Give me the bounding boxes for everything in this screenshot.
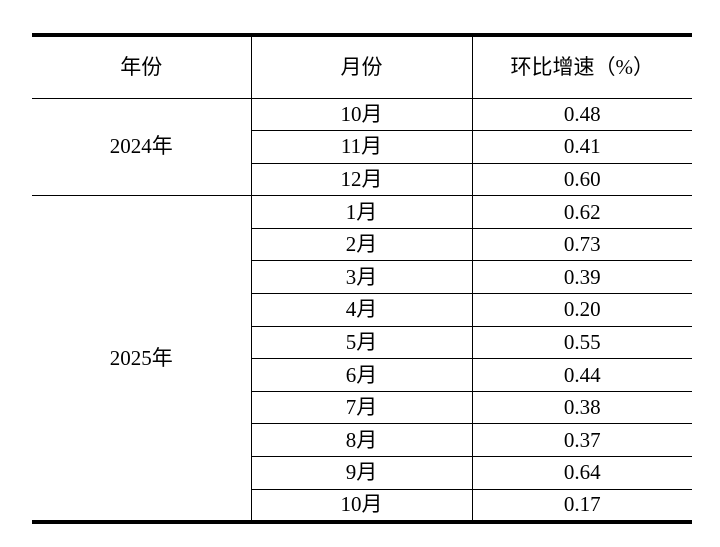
value-cell: 0.64 [471,456,692,490]
value-cell: 0.41 [471,130,692,164]
table-header-row: 年份 月份 环比增速（%） [32,35,692,99]
month-cell: 2月 [250,228,472,262]
month-cell: 8月 [250,423,472,458]
month-cell: 12月 [250,163,472,197]
month-cell: 10月 [250,489,472,522]
value-cell: 0.37 [471,423,692,458]
table-row: 8月 0.37 [32,423,692,458]
value-cell: 0.62 [471,195,692,229]
value-cell: 0.17 [471,489,692,522]
table-row: 10月 0.17 [32,489,692,522]
table-row: 4月 0.20 [32,293,692,327]
table-row: 7月 0.38 [32,391,692,425]
month-cell: 6月 [250,358,472,392]
year-cell-2024: 2024年 [32,98,251,197]
table-row: 2月 0.73 [32,228,692,262]
value-cell: 0.38 [471,391,692,425]
month-cell: 7月 [250,391,472,425]
table-row: 2024年 10月 0.48 [32,98,692,197]
month-cell: 4月 [250,293,472,327]
table-row: 5月 0.55 [32,326,692,360]
year-cell-2025: 2025年 [32,195,251,522]
month-cell: 3月 [250,260,472,295]
column-header-growth-rate: 环比增速（%） [471,35,692,99]
table-row: 2025年 1月 0.62 [32,195,692,522]
table-row: 3月 0.39 [32,260,692,295]
month-cell: 1月 [250,195,472,229]
table-row: 11月 0.41 [32,130,692,164]
table-row: 6月 0.44 [32,358,692,392]
table-row: 12月 0.60 [32,163,692,197]
value-cell: 0.44 [471,358,692,392]
value-cell: 0.20 [471,293,692,327]
month-cell: 11月 [250,130,472,164]
value-cell: 0.73 [471,228,692,262]
value-cell: 0.48 [471,98,692,132]
column-header-year: 年份 [32,35,251,99]
column-header-month: 月份 [250,35,472,99]
value-cell: 0.39 [471,260,692,295]
value-cell: 0.55 [471,326,692,360]
monthly-growth-table: 年份 月份 环比增速（%） 2024年 10月 0.48 11月 0.41 12… [32,33,692,524]
month-cell: 10月 [250,98,472,132]
month-cell: 9月 [250,456,472,490]
value-cell: 0.60 [471,163,692,197]
table-row: 9月 0.64 [32,456,692,490]
month-cell: 5月 [250,326,472,360]
